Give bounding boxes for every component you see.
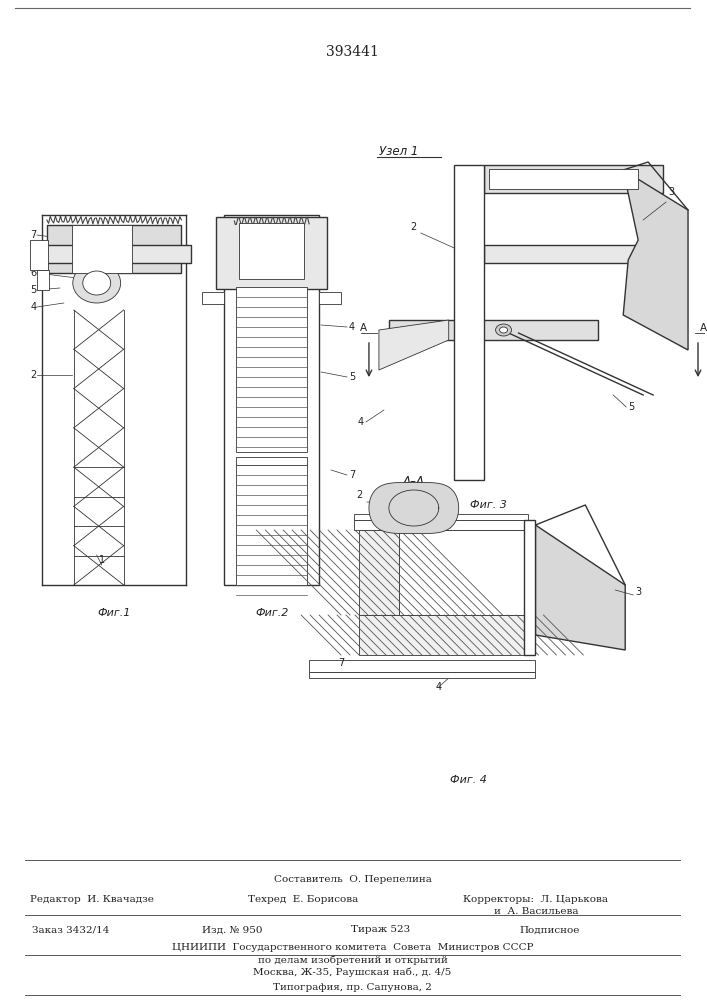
Text: Техред  Е. Борисова: Техред Е. Борисова xyxy=(248,896,358,904)
Text: Фиг.1: Фиг.1 xyxy=(98,608,131,618)
Bar xyxy=(239,223,304,279)
Text: 2: 2 xyxy=(30,370,37,380)
Bar xyxy=(354,514,529,520)
Text: Изд. № 950: Изд. № 950 xyxy=(202,926,263,934)
Text: 6: 6 xyxy=(31,268,37,278)
Text: А: А xyxy=(361,323,368,333)
Text: 4: 4 xyxy=(349,322,355,332)
Bar xyxy=(523,520,535,655)
Text: и  А. Васильева: и А. Васильева xyxy=(493,908,578,916)
Bar xyxy=(359,615,523,655)
Text: А: А xyxy=(699,323,706,333)
Polygon shape xyxy=(624,170,688,350)
Ellipse shape xyxy=(73,263,121,303)
Bar xyxy=(30,240,48,270)
Ellipse shape xyxy=(83,271,111,295)
Text: 3: 3 xyxy=(31,248,37,258)
Text: Заказ 3432/14: Заказ 3432/14 xyxy=(32,926,109,934)
Text: Узел 1: Узел 1 xyxy=(379,145,419,158)
Polygon shape xyxy=(379,320,449,370)
Text: по делам изобретений и открытий: по делам изобретений и открытий xyxy=(257,955,448,965)
Text: Фиг.2: Фиг.2 xyxy=(255,608,288,618)
Text: 7: 7 xyxy=(338,658,344,668)
Text: 3: 3 xyxy=(668,187,674,197)
Bar xyxy=(309,672,535,678)
Text: А–А: А–А xyxy=(403,475,425,488)
Text: Составитель  О. Перепелина: Составитель О. Перепелина xyxy=(274,876,431,884)
Text: 2: 2 xyxy=(411,222,417,232)
Text: 5: 5 xyxy=(349,372,355,382)
Bar xyxy=(224,215,319,585)
Text: 4: 4 xyxy=(31,302,37,312)
Text: 7: 7 xyxy=(30,230,37,240)
Bar xyxy=(484,245,643,263)
Bar xyxy=(354,520,529,530)
Bar xyxy=(399,530,523,615)
Polygon shape xyxy=(369,482,459,534)
Text: 393441: 393441 xyxy=(325,45,378,59)
Bar xyxy=(236,287,307,452)
Text: Подписное: Подписное xyxy=(520,926,580,934)
Text: Корректоры:  Л. Царькова: Корректоры: Л. Царькова xyxy=(463,896,608,904)
Text: 5: 5 xyxy=(30,285,37,295)
Bar xyxy=(37,245,192,263)
Text: Тираж 523: Тираж 523 xyxy=(351,926,410,934)
Bar xyxy=(319,292,341,304)
Text: Москва, Ж-35, Раушская наб., д. 4/5: Москва, Ж-35, Раушская наб., д. 4/5 xyxy=(253,967,452,977)
Text: 2: 2 xyxy=(356,490,362,500)
Text: 7: 7 xyxy=(349,470,355,480)
Bar xyxy=(37,270,49,290)
Ellipse shape xyxy=(496,324,512,336)
Bar xyxy=(236,465,307,585)
Bar xyxy=(454,165,484,480)
Text: 1: 1 xyxy=(99,555,105,565)
Bar xyxy=(309,660,535,672)
Text: 5: 5 xyxy=(629,402,634,412)
Text: ЦНИИПИ  Государственного комитета  Совета  Министров СССР: ЦНИИПИ Государственного комитета Совета … xyxy=(172,944,533,952)
Bar xyxy=(47,225,182,273)
Text: Типография, пр. Сапунова, 2: Типография, пр. Сапунова, 2 xyxy=(273,984,432,992)
Text: Фиг. 4: Фиг. 4 xyxy=(450,775,487,785)
Polygon shape xyxy=(535,525,625,650)
Text: 4: 4 xyxy=(436,682,442,692)
Bar xyxy=(359,530,399,615)
Bar xyxy=(202,292,224,304)
Bar xyxy=(489,169,638,189)
Bar xyxy=(389,320,598,340)
Bar xyxy=(72,225,132,273)
Text: Редактор  И. Квачадзе: Редактор И. Квачадзе xyxy=(30,896,153,904)
Text: 3: 3 xyxy=(635,587,641,597)
Ellipse shape xyxy=(500,327,508,333)
Text: 4: 4 xyxy=(358,417,364,427)
Bar xyxy=(236,457,307,465)
Text: Фиг. 3: Фиг. 3 xyxy=(470,500,507,510)
Bar xyxy=(484,165,663,193)
Bar xyxy=(216,217,327,289)
